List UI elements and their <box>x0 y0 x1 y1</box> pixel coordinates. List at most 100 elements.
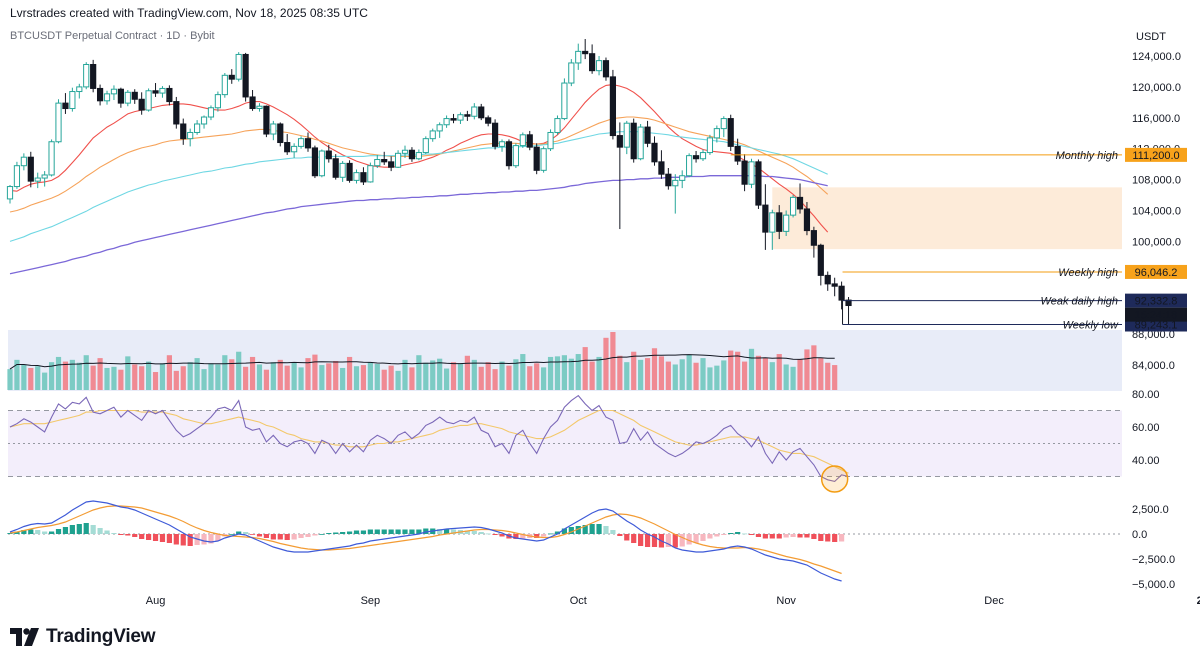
candle-body <box>540 148 547 171</box>
volume-bar <box>194 358 200 390</box>
volume-bar <box>762 358 768 390</box>
macd-histogram-bar <box>762 534 768 539</box>
volume-bar <box>638 359 644 390</box>
volume-bar <box>14 359 20 390</box>
resistance-zone <box>772 187 1122 250</box>
candle-body <box>159 87 166 94</box>
volume-bar <box>139 366 145 390</box>
volume-bar <box>395 370 401 390</box>
candle-body <box>256 105 263 110</box>
volume-bar <box>797 359 803 390</box>
candle-body <box>401 149 409 154</box>
candle-body <box>845 299 852 307</box>
candle-body <box>214 94 222 109</box>
macd-histogram-bar <box>69 525 75 534</box>
volume-bar <box>374 363 380 390</box>
candle-body <box>374 159 381 167</box>
macd-histogram-bar <box>596 524 602 534</box>
candle-body <box>630 122 637 160</box>
candle-body <box>464 114 471 117</box>
macd-histogram-bar <box>818 534 824 541</box>
macd-histogram-bar <box>672 534 678 548</box>
macd-histogram-bar <box>367 529 373 534</box>
volume-bar <box>575 354 581 390</box>
volume-bar <box>208 363 214 390</box>
rsi-axis-tick: 40.00 <box>1132 455 1160 467</box>
macd-histogram-bar <box>409 529 415 534</box>
countdown-text: 15:24:18 <box>1135 310 1178 322</box>
macd-histogram-bar <box>603 526 609 534</box>
volume-bar <box>554 356 561 390</box>
volume-bar <box>790 366 796 390</box>
volume-bar <box>728 350 734 390</box>
candle-body <box>131 91 138 100</box>
volume-bar <box>825 362 831 390</box>
candle-body <box>318 150 325 177</box>
candle-body <box>831 283 838 287</box>
candle-body <box>145 90 152 111</box>
volume-bar <box>7 369 13 390</box>
macd-histogram-bar <box>437 529 443 534</box>
volume-bar <box>55 356 62 390</box>
macd-histogram-bar <box>492 534 498 535</box>
candle-body <box>568 62 575 84</box>
macd-histogram-bar <box>554 531 561 534</box>
macd-histogram-bar <box>450 529 457 534</box>
macd-histogram-bar <box>541 534 547 537</box>
candle-body <box>658 161 665 175</box>
candle-body <box>498 141 506 147</box>
volume-bar <box>596 356 602 390</box>
candle-body <box>228 74 235 80</box>
candle-body <box>519 134 526 147</box>
macd-histogram-bar <box>513 534 519 539</box>
volume-bar <box>270 362 276 390</box>
chart-credit: Lvrstrades created with TradingView.com,… <box>10 6 368 20</box>
candle-body <box>124 91 131 104</box>
time-axis-tick: Nov <box>776 595 796 607</box>
macd-histogram-bar <box>236 531 242 534</box>
candle-body <box>457 114 464 121</box>
candle-body <box>720 118 727 130</box>
candle-body <box>526 134 533 148</box>
volume-bar <box>201 369 207 390</box>
candle-body <box>706 137 714 154</box>
volume-bar <box>360 365 367 390</box>
volume-bar <box>748 348 755 390</box>
macd-histogram-bar <box>346 531 353 534</box>
candle-body <box>478 106 485 119</box>
volume-bar <box>83 355 89 390</box>
candle-body <box>450 118 457 121</box>
macd-histogram-bar <box>665 534 671 547</box>
candle-body <box>789 196 797 216</box>
macd-histogram-bar <box>270 534 276 540</box>
price-axis-tick: 108,000.0 <box>1132 175 1181 187</box>
volume-bar <box>437 358 443 390</box>
macd-histogram-bar <box>575 526 581 534</box>
price-axis-tick: 88,000.0 <box>1132 329 1175 341</box>
rsi-oversold-highlight <box>820 465 849 493</box>
candle-body <box>76 86 83 93</box>
volume-bar <box>568 358 574 390</box>
macd-histogram-bar <box>755 534 762 537</box>
macd-histogram-bar <box>790 534 796 537</box>
volume-bar <box>21 364 27 390</box>
volume-bar <box>416 355 422 390</box>
volume-bar <box>527 366 533 390</box>
macd-histogram-bar <box>353 530 360 534</box>
rsi-line <box>9 394 849 483</box>
macd-histogram-bar <box>90 525 96 534</box>
candle-body <box>485 117 492 124</box>
macd-histogram-bar <box>340 532 346 534</box>
macd-histogram-bar <box>582 525 588 534</box>
candle-body <box>803 208 811 232</box>
macd-histogram-bar <box>146 534 152 540</box>
candle-body <box>221 74 228 96</box>
candle-body <box>547 131 554 150</box>
macd-histogram-bar <box>333 532 339 534</box>
time-axis-tick: Dec <box>984 595 1004 607</box>
macd-histogram-bar <box>173 534 179 545</box>
candle-body <box>748 161 755 185</box>
level-label: Weekly low <box>1063 319 1119 331</box>
volume-bar <box>471 359 477 390</box>
